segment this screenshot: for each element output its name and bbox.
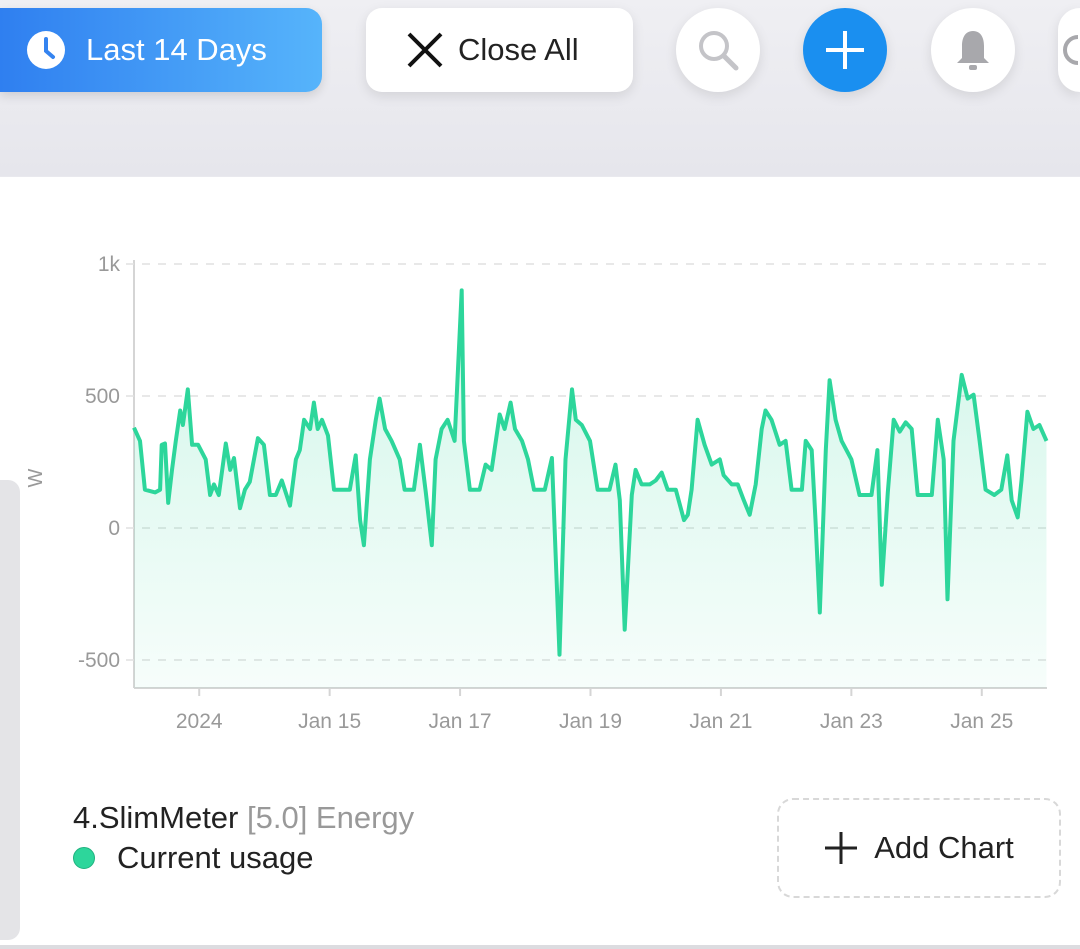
add-chart-button[interactable]: Add Chart <box>777 798 1061 898</box>
card-bottom-border <box>0 945 1080 949</box>
add-button[interactable] <box>803 8 887 92</box>
time-range-label: Last 14 Days <box>86 32 267 67</box>
legend-item-current-usage[interactable]: Current usage <box>73 840 313 876</box>
device-meta: [5.0] Energy <box>247 800 415 835</box>
add-chart-label: Add Chart <box>874 830 1014 865</box>
device-name: 4.SlimMeter <box>73 800 239 835</box>
side-panel-edge[interactable] <box>0 480 20 940</box>
legend-dot-icon <box>73 847 95 869</box>
x-tick-label: Jan 21 <box>689 710 752 733</box>
close-icon <box>407 32 443 68</box>
search-icon <box>699 31 739 71</box>
more-button[interactable] <box>1058 8 1080 92</box>
settings-icon <box>1063 35 1079 65</box>
plus-icon <box>825 832 858 864</box>
time-range-button[interactable]: Last 14 Days <box>0 8 322 92</box>
close-all-button[interactable]: Close All <box>366 8 633 92</box>
bell-icon <box>957 31 989 70</box>
search-button[interactable] <box>676 8 760 92</box>
plus-icon <box>826 31 864 69</box>
x-tick-label: Jan 17 <box>429 710 492 733</box>
close-all-label: Close All <box>458 32 579 67</box>
y-tick-label: 0 <box>108 517 120 540</box>
y-tick-label: -500 <box>78 649 120 672</box>
legend-title: 4.SlimMeter [5.0] Energy <box>73 800 414 836</box>
toolbar: Last 14 Days Close All <box>0 0 1080 176</box>
x-tick-label: Jan 23 <box>820 710 883 733</box>
x-tick-label: Jan 19 <box>559 710 622 733</box>
y-axis-label: W <box>25 468 47 487</box>
y-tick-label: 1k <box>98 253 121 276</box>
legend-label: Current usage <box>117 840 314 875</box>
x-tick-label: Jan 15 <box>298 710 361 733</box>
clock-icon <box>27 31 65 69</box>
notifications-button[interactable] <box>931 8 1015 92</box>
series-line-current-usage <box>132 288 1049 657</box>
energy-chart: 1k 500 0 -500 2024 Jan 15 Jan 17 Jan 19 Jan 21 J… <box>25 253 1049 733</box>
x-tick-label: Jan 25 <box>950 710 1013 733</box>
x-tick-label: 2024 <box>176 710 223 733</box>
y-tick-label: 500 <box>85 385 120 408</box>
